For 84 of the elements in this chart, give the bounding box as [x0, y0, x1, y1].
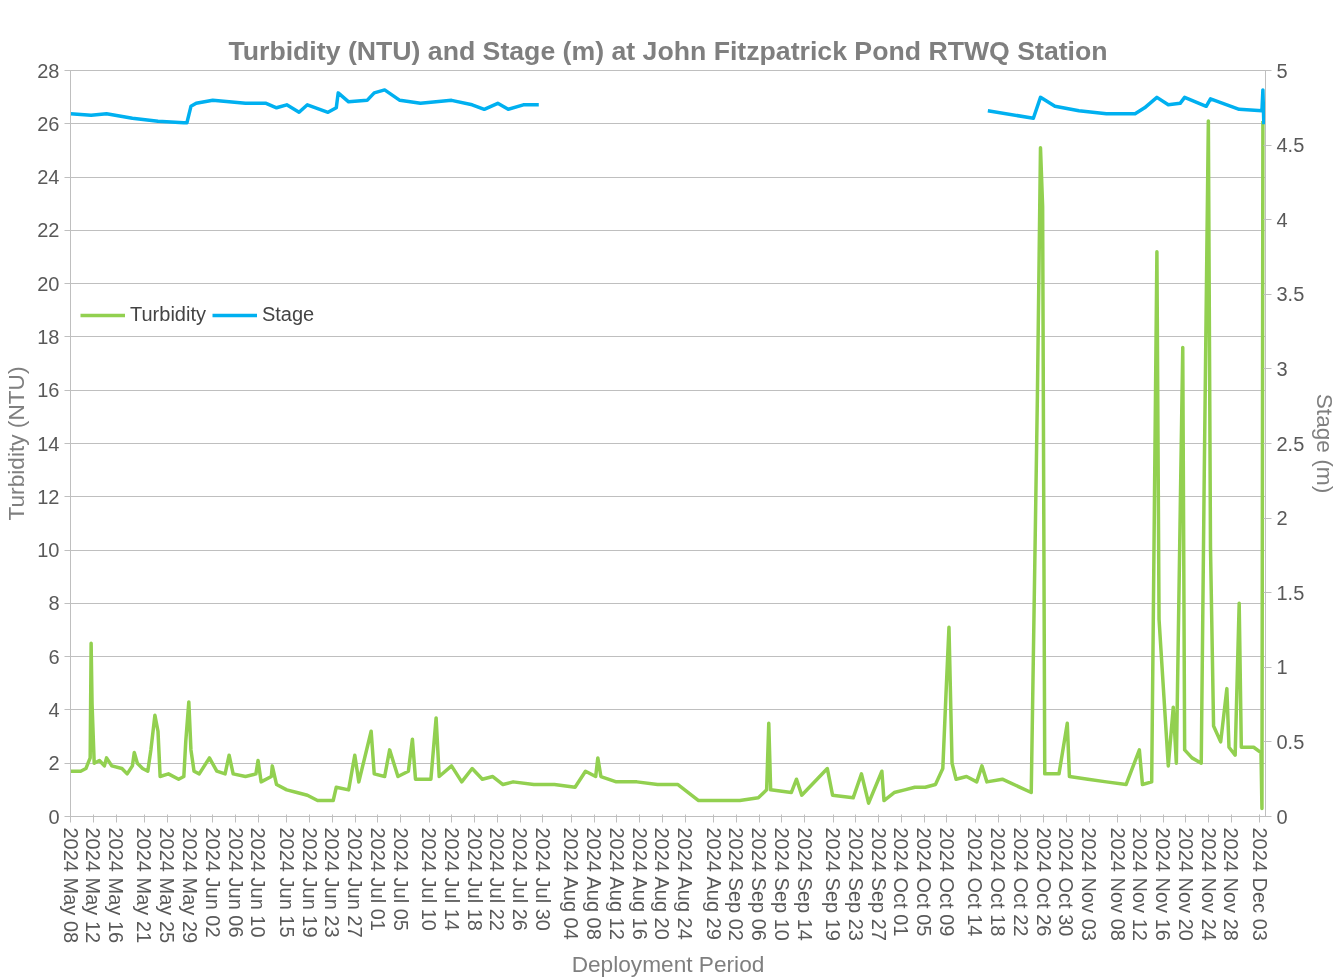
x-tick-label: 2024 Aug 08: [583, 827, 606, 940]
y-tick-label: 16: [37, 379, 60, 402]
y-tick-label: 28: [37, 59, 60, 82]
x-tick-label: 2024 Oct 14: [964, 827, 987, 937]
x-tick-label: 2024 Oct 09: [935, 827, 958, 937]
x-tick-label: 2024 Jun 06: [224, 827, 247, 938]
y2-tick-label: 1.5: [1276, 581, 1305, 604]
y-tick-label: 0: [48, 805, 60, 828]
y2-tick-label: 2: [1276, 507, 1288, 530]
x-tick-label: 2024 Aug 20: [651, 827, 674, 940]
x-tick-label: 2024 May 08: [59, 827, 82, 944]
y-tick-label: 18: [37, 325, 60, 348]
x-tick-label: 2024 Sep 19: [822, 827, 845, 941]
x-tick-label: 2024 Jul 30: [531, 827, 554, 931]
y-tick-label: 14: [37, 432, 60, 455]
x-tick-label: 2024 Jul 01: [366, 827, 389, 931]
y-tick-label: 12: [37, 485, 60, 508]
x-tick-label: 2024 May 29: [179, 827, 201, 944]
x-tick-label: 2024 Aug 24: [674, 827, 697, 940]
y-tick-label: 24: [37, 166, 60, 189]
x-tick-label: 2024 Jul 10: [418, 827, 440, 931]
x-tick-label: 2024 Jun 10: [247, 827, 270, 938]
x-tick-label: 2024 Oct 30: [1055, 827, 1078, 937]
y2-tick-label: 3: [1276, 357, 1288, 380]
x-tick-label: 2024 Nov 24: [1197, 827, 1220, 941]
y-tick-label: 8: [48, 592, 60, 615]
x-axis-title: Deployment Period: [571, 951, 765, 978]
x-tick-label: 2024 Aug 29: [702, 827, 725, 940]
x-tick-label: 2024 May 12: [82, 827, 105, 944]
x-tick-label: 2024 Oct 05: [913, 827, 936, 937]
y2-tick-label: 1: [1276, 656, 1288, 679]
chart-title: Turbidity (NTU) and Stage (m) at John Fitzpatrick Pond RTWQ Station: [228, 35, 1108, 66]
legend-label: Turbidity: [130, 303, 206, 326]
y-tick-label: 2: [48, 752, 60, 775]
x-tick-label: 2024 May 25: [156, 827, 179, 944]
x-tick-label: 2024 Aug 12: [605, 827, 628, 940]
x-tick-label: 2024 Oct 01: [890, 827, 913, 937]
x-tick-label: 2024 Aug 04: [560, 827, 583, 940]
y2-tick-label: 0: [1276, 805, 1288, 828]
x-tick-label: 2024 May 21: [133, 827, 156, 944]
y-axis-title: Turbidity (NTU): [3, 366, 30, 521]
x-tick-label: 2024 May 16: [105, 827, 128, 944]
y2-axis-title: Stage (m): [1312, 393, 1339, 494]
x-tick-label: 2024 Jun 27: [344, 827, 367, 938]
y-tick-label: 22: [37, 219, 60, 242]
y-tick-label: 4: [48, 698, 60, 721]
x-tick-label: 2024 Nov 03: [1078, 827, 1101, 941]
x-tick-label: 2024 Nov 08: [1106, 827, 1129, 941]
line-series: [70, 119, 1265, 811]
y2-tick-label: 3.5: [1276, 283, 1305, 306]
x-tick-label: 2024 Oct 18: [987, 827, 1010, 937]
x-tick-label: 2024 Jul 22: [486, 827, 509, 931]
x-tick-label: 2024 Sep 14: [793, 827, 816, 941]
x-tick-label: 2024 Jun 23: [321, 827, 344, 938]
x-tick-label: 2024 Sep 10: [770, 827, 793, 941]
y-tick-label: 10: [37, 539, 60, 562]
x-tick-label: 2024 Jun 19: [298, 827, 321, 938]
x-tick-label: 2024 Jul 18: [463, 827, 486, 931]
x-tick-label: 2024 Oct 26: [1032, 827, 1055, 937]
x-tick-label: 2024 Jun 02: [201, 827, 224, 938]
x-tick-label: 2024 Aug 16: [628, 827, 651, 940]
y2-tick-label: 4.5: [1276, 134, 1305, 157]
x-tick-label: 2024 Nov 20: [1174, 827, 1197, 941]
x-tick-label: 2024 Nov 12: [1129, 827, 1152, 941]
x-tick-label: 2024 Oct 22: [1009, 827, 1032, 937]
y2-tick-label: 4: [1276, 208, 1288, 231]
y2-tick-label: 0.5: [1276, 730, 1305, 753]
x-tick-label: 2024 Nov 16: [1152, 827, 1175, 941]
x-tick-label: 2024 Jul 26: [509, 827, 532, 931]
x-tick-label: 2024 Nov 28: [1220, 827, 1243, 941]
y-tick-label: 26: [37, 112, 60, 135]
y-tick-label: 20: [37, 272, 60, 295]
y2-tick-label: 5: [1276, 59, 1288, 82]
x-tick-label: 2024 Sep 27: [867, 827, 890, 941]
x-tick-label: 2024 Jun 15: [275, 827, 298, 938]
x-tick-label: 2024 Sep 06: [748, 827, 771, 941]
x-tick-label: 2024 Dec 03: [1248, 827, 1271, 941]
y-tick-label: 6: [48, 645, 60, 668]
x-tick-label: 2024 Sep 23: [844, 827, 867, 941]
x-tick-label: 2024 Jul 14: [440, 827, 463, 931]
x-tick-label: 2024 Jul 05: [389, 827, 412, 931]
legend-label: Stage: [261, 303, 315, 326]
x-tick-label: 2024 Sep 02: [725, 827, 748, 941]
y2-tick-label: 2.5: [1276, 432, 1305, 455]
